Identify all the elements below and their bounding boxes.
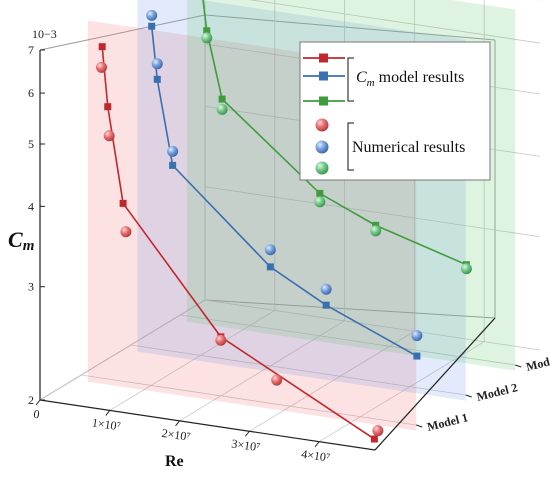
numerical-point xyxy=(271,374,283,386)
numerical-series-2 xyxy=(146,9,423,342)
series-layer xyxy=(95,0,472,443)
model-point xyxy=(266,263,274,271)
x-tick xyxy=(314,441,320,447)
y-exponent: 10−3 xyxy=(32,27,57,41)
numerical-point xyxy=(320,283,332,295)
numerical-series-3 xyxy=(201,32,472,275)
numerical-point xyxy=(167,145,179,157)
legend-numerical-1-marker xyxy=(315,118,329,132)
legend-numerical-2-marker xyxy=(315,140,329,154)
x-tick xyxy=(105,410,111,416)
grid-line-floor xyxy=(39,299,206,401)
model-point xyxy=(153,75,161,83)
z-tick xyxy=(515,364,522,368)
y-tick-label: 4 xyxy=(28,199,34,213)
legend-box xyxy=(299,41,491,181)
model-series-2 xyxy=(148,22,421,360)
y-tick-label: 6 xyxy=(28,86,34,100)
grid-line-depth xyxy=(81,374,417,426)
legend-model-1-marker xyxy=(319,53,328,63)
grid-line-floor xyxy=(109,310,275,411)
z-tick-label: Model 2 xyxy=(475,380,519,404)
grid-line-wall-h xyxy=(204,299,541,351)
grid-line-wall-h xyxy=(248,0,541,44)
x-tick-label: 1×10⁷ xyxy=(91,416,122,434)
numerical-point xyxy=(215,334,227,346)
numerical-point xyxy=(103,130,115,142)
grid-line-floor xyxy=(318,341,485,443)
numerical-series-1 xyxy=(95,61,384,437)
model-point xyxy=(372,221,380,229)
numerical-point xyxy=(216,103,228,115)
legend-model-bracket xyxy=(347,57,354,102)
numerical-point xyxy=(460,263,472,275)
numerical-point xyxy=(146,9,158,21)
legend-numerical-3-marker xyxy=(315,161,329,175)
model-point xyxy=(218,95,226,103)
numerical-point xyxy=(411,330,423,342)
x-tick xyxy=(35,399,41,406)
model-point xyxy=(104,103,112,111)
model-point xyxy=(203,27,211,35)
legend-numerical-label: Numerical results xyxy=(352,139,465,156)
model-point xyxy=(316,189,324,197)
numerical-point xyxy=(370,225,382,237)
x-tick-label: 3×10⁷ xyxy=(231,436,262,454)
grid-line-floor xyxy=(179,320,345,422)
model-point xyxy=(169,161,177,169)
model-point xyxy=(148,22,156,30)
z-tick xyxy=(416,424,423,428)
legend-numerical-bracket xyxy=(347,122,354,171)
x-tick-label: 2×10⁷ xyxy=(161,426,192,444)
numerical-point xyxy=(95,61,107,73)
grid-line-wall-h xyxy=(204,186,541,238)
numerical-point xyxy=(264,244,276,256)
x-tick-label: 0 xyxy=(33,407,41,422)
z-tick-label: Model 3 xyxy=(525,350,550,374)
numerical-point xyxy=(151,58,163,70)
y-tick-label: 7 xyxy=(28,43,34,57)
legend: Cm model results Numerical results xyxy=(299,41,491,181)
legend-model-2-marker xyxy=(319,71,328,81)
grid-line-depth xyxy=(130,344,466,396)
y-tick-label: 2 xyxy=(28,393,34,407)
numerical-point xyxy=(120,226,132,238)
y-axis-title: Cm xyxy=(8,227,34,254)
z-tick xyxy=(465,394,472,398)
model-point xyxy=(413,352,421,360)
x-tick xyxy=(244,430,250,437)
model-point xyxy=(119,199,127,207)
z-tick-label: Model 1 xyxy=(426,410,470,434)
grid-line-floor xyxy=(249,330,415,432)
model-line xyxy=(202,0,467,266)
y-tick-label: 5 xyxy=(28,137,34,151)
y-tick-label: 3 xyxy=(28,280,34,294)
numerical-point xyxy=(372,425,384,437)
legend-model-3-marker xyxy=(319,96,328,106)
x-tick xyxy=(175,420,180,427)
numerical-point xyxy=(201,32,213,44)
model-point xyxy=(98,43,106,51)
numerical-point xyxy=(314,196,326,208)
x-tick-label: 4×10⁷ xyxy=(300,447,331,465)
legend-model-label: Cm model results xyxy=(356,69,464,89)
x-axis-title: Re xyxy=(165,453,184,470)
model-point xyxy=(370,435,378,443)
model-line xyxy=(150,26,418,357)
model-point xyxy=(322,301,330,309)
